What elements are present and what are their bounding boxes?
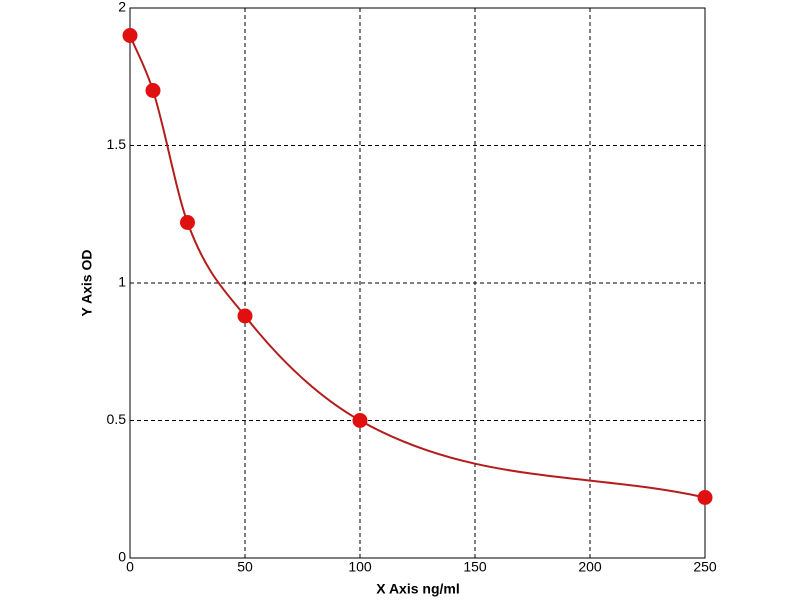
y-tick-label: 2: [118, 0, 126, 15]
data-point: [237, 308, 253, 324]
y-tick-label: 0: [118, 549, 126, 565]
y-tick-label: 1.5: [107, 136, 127, 152]
y-axis-title: Y Axis OD: [79, 250, 95, 317]
x-tick-label: 50: [237, 559, 253, 575]
x-tick-label: 150: [463, 559, 487, 575]
y-tick-label: 0.5: [107, 411, 127, 427]
data-point: [122, 28, 138, 43]
fit-curve: [129, 35, 706, 499]
data-point: [352, 413, 368, 428]
x-tick-label: 200: [578, 559, 602, 575]
x-tick-label: 100: [348, 559, 372, 575]
y-tick-label: 1: [118, 274, 126, 290]
x-tick-label: 250: [693, 559, 717, 575]
x-axis-title: X Axis ng/ml: [376, 581, 460, 597]
data-point: [145, 83, 161, 98]
data-point: [180, 215, 195, 230]
plot-frame: [129, 7, 706, 559]
data-point: [697, 490, 713, 505]
x-tick-label: 0: [126, 559, 134, 575]
